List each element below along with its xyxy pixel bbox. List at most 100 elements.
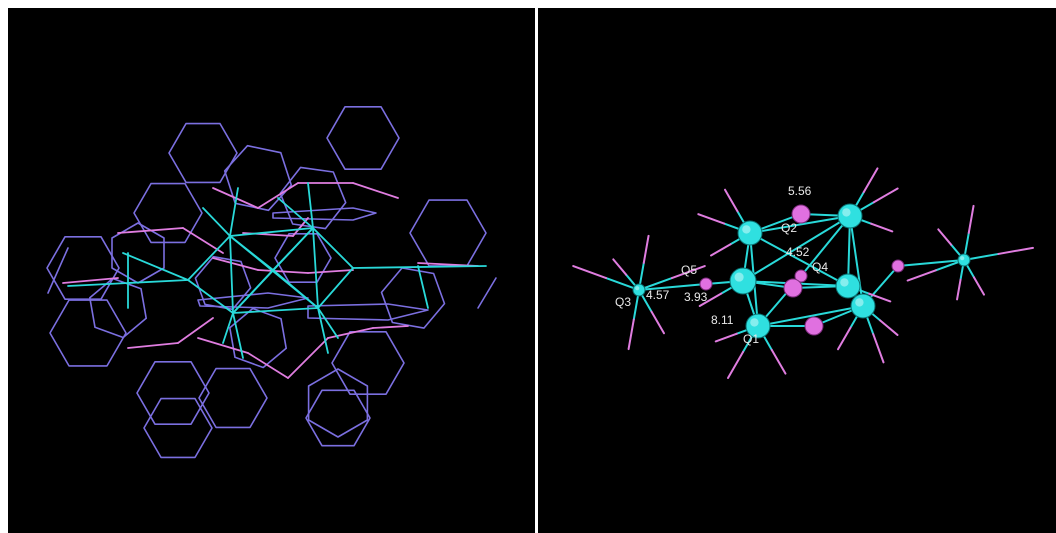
cyan-atom-highlight-8 [960,256,965,261]
q3-spoke-5-outer [650,310,665,335]
ligand-edge-1 [47,247,69,294]
ligand-ring-1 [168,122,238,184]
ligand-ring-6 [409,199,487,267]
cyan-atom-8 [957,253,971,267]
pink-bond-7 [127,342,179,349]
value-q1: 8.11 [711,313,734,327]
pink-bond-10 [287,337,329,379]
metal-bond-19 [232,312,244,359]
pink-bond-4 [257,182,299,209]
ligand-ring-11 [136,360,210,426]
metal-spoke-9-outer [714,332,738,343]
metal-spoke-13-outer [868,292,892,303]
core-bond-7 [757,305,864,327]
pink-bond-8 [177,317,214,344]
pink-bond-6 [352,182,399,199]
metal-bond-16 [317,267,354,309]
cyan-atom-highlight-4 [840,278,849,287]
metal-spoke-8-outer [770,348,787,375]
pink-bond-19 [197,337,249,354]
metal-spoke-11-outer [879,319,899,336]
pink-atom-1 [791,204,811,224]
cyan-atom-highlight-6 [855,298,864,307]
ligand-ring-20 [89,277,147,339]
right-structure-panel: Q1 8.11 Q2 5.56 Q3 4.57 Q4 4.52 Q5 3.93 [538,8,1056,533]
ligand-ring-3 [326,106,400,170]
cyan-atom-7 [632,283,646,297]
metal-bond-25 [317,307,339,339]
label-q5: Q5 [681,263,697,277]
metal-bond-1 [229,227,314,237]
right-spoke-2-outer [906,269,937,282]
label-q3: Q3 [615,295,631,309]
right-spoke-5-outer [973,276,985,296]
q3-spoke-1-outer [572,265,608,280]
ligand-ring-flat-3 [307,303,429,321]
pink-atom-6 [891,259,905,273]
pink-bond-20 [372,325,409,329]
core-bond-19 [897,259,965,267]
metal-spoke-7-outer [727,350,744,379]
metal-spoke-12-outer [837,326,852,351]
pink-atom-4 [804,316,824,336]
cyan-atom-highlight-7 [635,286,640,291]
metal-bond-3 [312,227,319,309]
metal-bond-2 [229,235,234,314]
ligand-ring-flat-2 [197,292,309,309]
wireframe-cluster-view [46,106,497,459]
metal-bond-14 [352,265,487,269]
core-bond-1 [749,215,851,234]
core-bond-9 [742,215,851,282]
pink-bond-15 [257,269,309,274]
value-q4: 4.52 [786,245,810,259]
metal-spoke-2-outer [697,213,726,225]
ligand-ring-14 [307,368,369,438]
value-q3: 4.57 [646,288,670,302]
ligand-ring-16 [305,389,371,447]
metal-bond-23 [277,197,314,229]
metal-bond-13 [187,279,234,314]
right-spoke-3-outer [956,278,962,301]
pink-bond-16 [307,269,354,274]
metal-spoke-14-outer [698,292,723,307]
metal-bond-9 [232,269,274,314]
right-spoke-1-outer [997,246,1034,255]
q3-spoke-6-outer [612,258,628,276]
cyan-atom-4 [835,273,861,299]
ligand-ring-17 [229,307,288,369]
ligand-ring-2 [223,144,293,212]
pink-bond-14 [212,257,259,271]
q3-spoke-4-outer [642,234,650,264]
cyan-atom-6 [850,293,876,319]
metal-bond-20 [317,307,329,354]
metal-bond-21 [122,252,189,281]
right-spoke-6-outer [937,228,953,246]
metal-bond-27 [417,265,429,309]
cyan-atom-highlight-5 [750,318,759,327]
value-q2: 5.56 [788,184,812,198]
metal-bond-7 [229,235,274,271]
left-structure-panel [8,8,535,533]
cyan-atom-highlight-2 [842,208,851,217]
ligand-ring-10 [380,267,446,329]
ligand-ring-5 [133,182,203,244]
ligand-ring-9 [49,299,127,367]
core-bond-17 [638,283,707,291]
metal-bond-4 [232,307,319,314]
metal-bond-15 [312,227,354,269]
metal-bond-17 [229,187,239,237]
ligand-edge-2 [477,277,497,309]
core-bond-20 [800,215,851,277]
pink-bond-9 [247,352,289,379]
metal-bond-10 [272,269,319,309]
ligand-ring-7 [46,236,120,301]
q3-spoke-2-outer [670,265,706,280]
ligand-ring-flat-1 [272,207,377,221]
metal-spoke-4-outer [862,167,879,194]
pink-bond-1 [117,227,184,234]
metal-spoke-3-outer [710,243,732,257]
pink-bond-11 [327,327,374,339]
ligand-ring-15 [143,397,213,459]
cyan-atom-highlight-1 [742,225,751,234]
pink-atom-3 [783,278,803,298]
